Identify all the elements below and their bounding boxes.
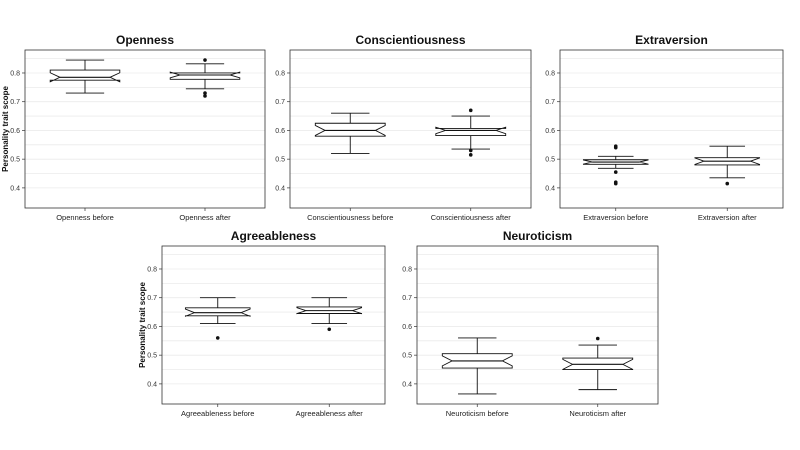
chart-title: Conscientiousness <box>355 33 465 47</box>
outlier-point <box>613 170 618 174</box>
notched-box <box>184 307 251 317</box>
notched-box <box>314 122 386 137</box>
box-group-1: Extraversion before <box>582 144 649 222</box>
y-tick-label: 0.6 <box>147 324 157 331</box>
notched-box <box>169 71 241 80</box>
y-tick-label: 0.6 <box>10 128 20 135</box>
y-tick-label: 0.5 <box>545 157 555 164</box>
box-group-1: Neuroticism before <box>441 337 513 418</box>
chart-panel-2: Conscientiousness 0.4 0.5 0.6 0.7 0.8 Conscien… <box>275 33 532 222</box>
y-axis-label: Personality trait scope <box>1 86 10 172</box>
chart-title: Extraversion <box>635 33 708 47</box>
x-category-label: Neuroticism after <box>569 409 626 418</box>
y-tick-label: 0.5 <box>402 353 412 360</box>
y-tick-label: 0.7 <box>147 295 157 302</box>
x-category-label: Conscientiousness after <box>431 213 512 222</box>
outlier-point <box>725 181 730 186</box>
y-tick-label: 0.4 <box>402 381 412 388</box>
outlier-point <box>613 145 618 150</box>
y-tick-label: 0.8 <box>147 266 157 273</box>
box-group-2: Agreeableness after <box>296 297 364 418</box>
y-axis-label: Personality trait scope <box>138 282 147 368</box>
chart-panel-1: Openness 0.4 0.5 0.6 0.7 0.8 Personality trait… <box>1 33 266 222</box>
outlier-point <box>327 327 332 332</box>
box-group-2: Extraversion after <box>694 145 761 222</box>
panel-border <box>24 49 266 209</box>
box-group-2: Neuroticism after <box>562 336 634 418</box>
box-group-1: Agreeableness before <box>181 297 254 418</box>
y-tick-label: 0.4 <box>275 185 285 192</box>
y-tick-label: 0.7 <box>275 99 285 106</box>
y-tick-label: 0.8 <box>545 70 555 77</box>
outlier-point <box>595 336 600 341</box>
chart-panel-4: Agreeableness 0.4 0.5 0.6 0.7 0.8 Personality … <box>138 229 386 418</box>
panel-border <box>289 49 532 209</box>
outlier-point <box>468 153 473 157</box>
outlier-point <box>215 336 220 340</box>
box-group-1: Openness before <box>49 59 121 222</box>
chart-panel-5: Neuroticism 0.4 0.5 0.6 0.7 0.8 Neuroticism be… <box>402 229 659 418</box>
outlier-point <box>203 94 207 98</box>
y-tick-label: 0.7 <box>545 99 555 106</box>
y-tick-label: 0.7 <box>10 99 20 106</box>
outlier-point <box>468 108 473 113</box>
box-group-2: Conscientiousness after <box>431 108 512 222</box>
y-tick-label: 0.8 <box>275 70 285 77</box>
x-category-label: Agreeableness before <box>181 409 254 418</box>
y-tick-label: 0.6 <box>545 128 555 135</box>
y-tick-label: 0.8 <box>402 266 412 273</box>
chart-title: Neuroticism <box>503 229 572 243</box>
panel-border <box>161 245 386 405</box>
notched-box <box>435 126 507 137</box>
chart-panel-3: Extraversion 0.4 0.5 0.6 0.7 0.8 Extraversion … <box>545 33 784 222</box>
box-group-1: Conscientiousness before <box>307 112 393 222</box>
panel-border <box>416 245 659 405</box>
y-tick-label: 0.6 <box>275 128 285 135</box>
x-category-label: Agreeableness after <box>296 409 364 418</box>
x-category-label: Extraversion before <box>583 213 648 222</box>
box-group-2: Openness after <box>169 58 241 222</box>
y-tick-label: 0.4 <box>147 381 157 388</box>
notched-box <box>562 357 634 370</box>
outlier-point <box>203 58 207 62</box>
x-category-label: Openness before <box>56 213 114 222</box>
y-tick-label: 0.5 <box>147 353 157 360</box>
y-tick-label: 0.6 <box>402 324 412 331</box>
y-tick-label: 0.7 <box>402 295 412 302</box>
y-tick-label: 0.8 <box>10 70 20 77</box>
y-tick-label: 0.5 <box>275 157 285 164</box>
notched-box <box>49 69 121 83</box>
y-tick-label: 0.4 <box>10 185 20 192</box>
y-tick-label: 0.4 <box>545 185 555 192</box>
outlier-point <box>203 91 207 95</box>
outlier-point <box>613 181 618 186</box>
outlier-point <box>468 148 473 153</box>
chart-title: Agreeableness <box>231 229 317 243</box>
chart-title: Openness <box>116 33 174 47</box>
x-category-label: Openness after <box>179 213 231 222</box>
x-category-label: Neuroticism before <box>446 409 509 418</box>
y-tick-label: 0.5 <box>10 157 20 164</box>
x-category-label: Conscientiousness before <box>307 213 393 222</box>
panel-border <box>559 49 784 209</box>
x-category-label: Extraversion after <box>698 213 757 222</box>
